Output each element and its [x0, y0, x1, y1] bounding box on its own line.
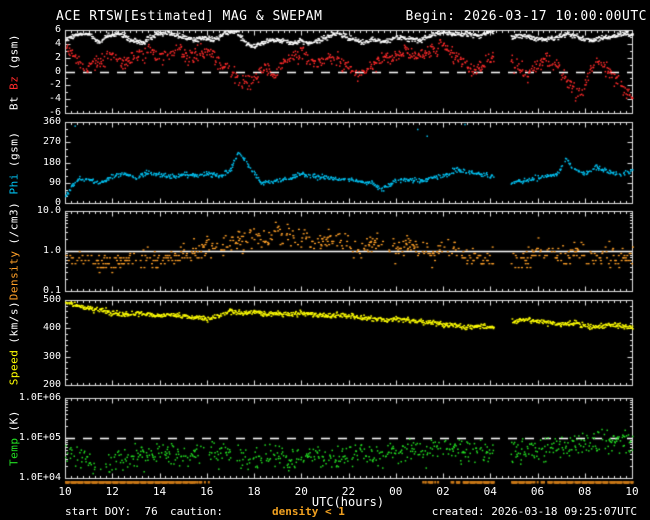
y-tick-label: 0.1: [42, 285, 61, 296]
page-title: ACE RTSW[Estimated] MAG & SWEPAM: [56, 9, 323, 24]
y-tick-label: 6: [54, 24, 61, 35]
y-tick-label: 0: [54, 65, 61, 77]
x-tick-label: 14: [152, 485, 167, 498]
x-tick-label: 22: [341, 485, 356, 498]
y-tick-label: 1.0E+04: [18, 472, 61, 483]
axis-label-speed: Speed(km/s): [8, 297, 21, 387]
y-tick-label: 1.0E+06: [18, 392, 61, 403]
y-tick-label: -6: [48, 107, 61, 118]
y-tick-label: 360: [42, 116, 61, 127]
caution-label: caution:: [170, 505, 223, 518]
y-tick-label: 90: [48, 176, 61, 188]
start-doy-value: 76: [144, 505, 158, 518]
start-doy-text: start DOY: 76: [65, 505, 158, 518]
x-tick-label: 16: [200, 485, 214, 498]
caution-value: density < 1: [272, 505, 345, 518]
y-tick-label: 180: [42, 156, 61, 168]
y-tick-label: 1.0E+05: [18, 432, 61, 443]
y-tick-label: 2: [54, 51, 61, 63]
x-tick-label: 18: [247, 485, 261, 498]
axis-label-part: (km/s): [7, 300, 21, 344]
x-tick-label: 06: [530, 485, 545, 498]
start-doy-label: start DOY:: [65, 505, 132, 518]
y-tick-label: 4: [54, 37, 61, 49]
y-tick-label: 400: [42, 322, 61, 334]
x-axis-title: UTC(hours): [311, 495, 385, 509]
x-tick-label: 04: [483, 485, 497, 498]
x-tick-label: 10: [58, 485, 72, 498]
y-tick-label: 300: [42, 350, 61, 362]
y-tick-label: -4: [48, 93, 61, 105]
begin-timestamp: Begin: 2026-03-17 10:00:00UTC: [405, 9, 647, 24]
x-tick-label: 12: [105, 485, 119, 498]
y-tick-label: 10.0: [36, 205, 61, 216]
x-tick-label: 02: [436, 485, 450, 498]
x-tick-label: 10: [625, 485, 639, 498]
x-tick-label: 00: [389, 485, 403, 498]
y-tick-label: 1.0: [42, 245, 61, 256]
x-tick-label: 08: [578, 485, 592, 498]
axis-label-part: (K): [7, 410, 21, 432]
y-tick-label: 0: [54, 197, 61, 208]
y-tick-label: 500: [42, 294, 61, 305]
y-tick-label: 200: [42, 379, 61, 390]
created-timestamp: created: 2026-03-18 09:25:07UTC: [431, 505, 637, 518]
y-tick-label: -2: [48, 79, 61, 91]
x-tick-label: 20: [294, 485, 308, 498]
y-tick-label: 270: [42, 136, 61, 148]
